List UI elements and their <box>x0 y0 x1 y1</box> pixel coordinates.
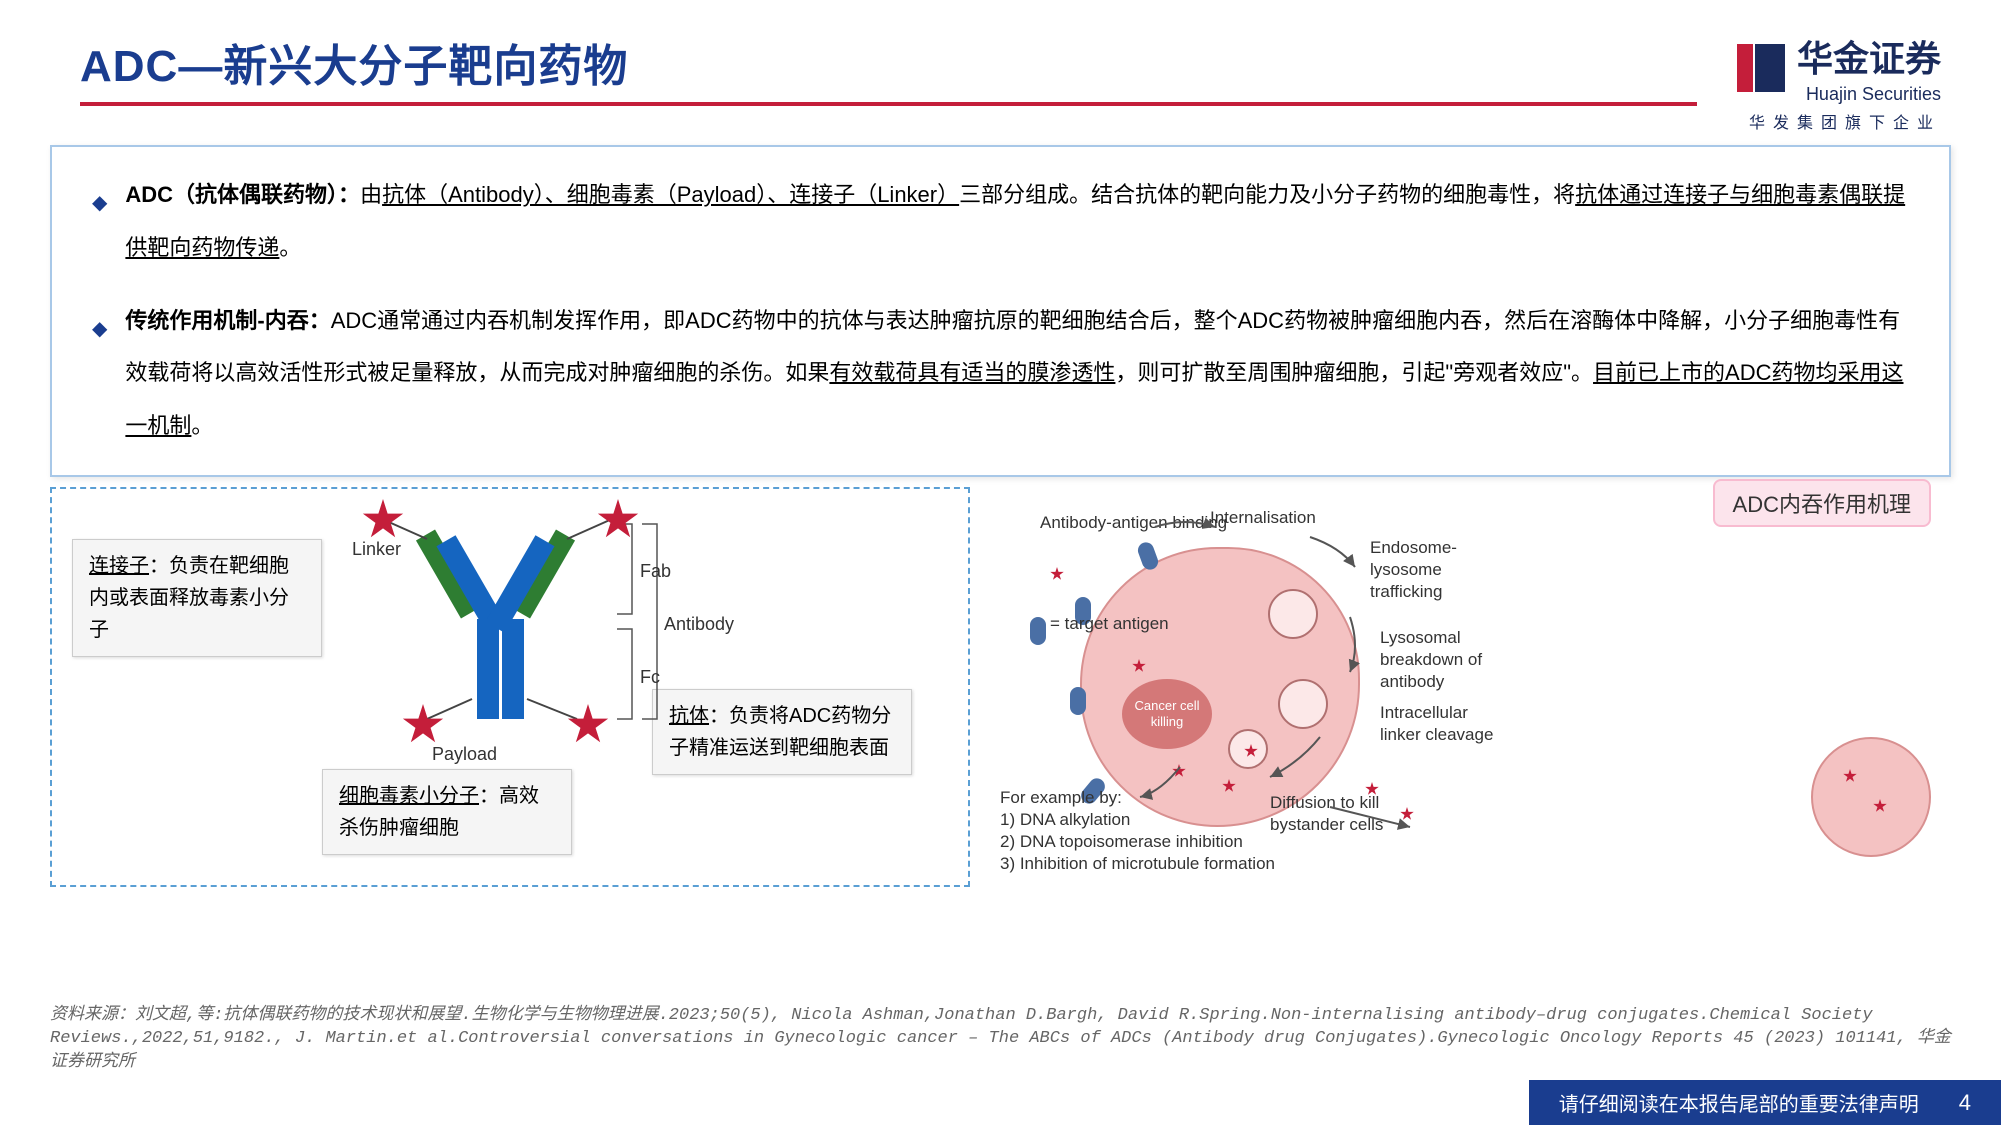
title-block: ADC—新兴大分子靶向药物 <box>80 30 1697 106</box>
label-diffusion: Diffusion to kill bystander cells <box>1270 792 1410 836</box>
cell-diagram: Cancer cell killing <box>1000 487 1951 887</box>
title-underline <box>80 102 1697 106</box>
diagrams-row: 连接子：负责在靶细胞内或表面释放毒素小分子 抗体：负责将ADC药物分子精准运送到… <box>50 487 1951 887</box>
label-example-2: 2) DNA topoisomerase inhibition <box>1000 831 1243 853</box>
bullet-2-text: 传统作用机制-内吞：ADC通常通过内吞机制发挥作用，即ADC药物中的抗体与表达肿… <box>125 295 1909 453</box>
label-example-1: 1) DNA alkylation <box>1000 809 1130 831</box>
lysosome-icon <box>1278 679 1328 729</box>
bystander-cell <box>1811 737 1931 857</box>
receptor-legend-icon <box>1030 617 1046 645</box>
cancer-cell: Cancer cell killing <box>1080 547 1360 827</box>
page-number: 4 <box>1959 1090 1971 1116</box>
diamond-bullet-icon: ◆ <box>92 305 107 353</box>
label-target-antigen: = target antigen <box>1050 613 1169 635</box>
slide-title: ADC—新兴大分子靶向药物 <box>80 30 1697 94</box>
label-fab: Fab <box>640 561 671 582</box>
bullet-2: ◆ 传统作用机制-内吞：ADC通常通过内吞机制发挥作用，即ADC药物中的抗体与表… <box>92 295 1909 453</box>
label-breakdown: Lysosomal breakdown of antibody <box>1380 627 1500 693</box>
label-cleavage: Intracellular linker cleavage <box>1380 702 1500 746</box>
label-example-3: 3) Inhibition of microtubule formation <box>1000 853 1275 875</box>
adc-structure-diagram: 连接子：负责在靶细胞内或表面释放毒素小分子 抗体：负责将ADC药物分子精准运送到… <box>50 487 970 887</box>
label-payload: Payload <box>432 744 497 765</box>
receptor-icon <box>1070 687 1086 715</box>
mechanism-diagram: ADC内吞作用机理 Cancer cell killing <box>1000 487 1951 887</box>
bullet-1-text: ADC（抗体偶联药物）：由抗体（Antibody）、细胞毒素（Payload）、… <box>125 169 1909 275</box>
label-binding: Antibody-antigen binding <box>1040 512 1227 534</box>
label-trafficking: Endosome-lysosome trafficking <box>1370 537 1490 603</box>
callout-antibody: 抗体：负责将ADC药物分子精准运送到靶细胞表面 <box>652 689 912 775</box>
logo-en: Huajin Securities <box>1797 84 1941 105</box>
endosome-icon <box>1268 589 1318 639</box>
diamond-bullet-icon: ◆ <box>92 179 107 227</box>
bullet-1: ◆ ADC（抗体偶联药物）：由抗体（Antibody）、细胞毒素（Payload… <box>92 169 1909 275</box>
label-antibody: Antibody <box>664 614 734 635</box>
logo-mark <box>1737 44 1785 92</box>
citation: 资料来源：刘文超,等:抗体偶联药物的技术现状和展望.生物化学与生物物理进展.20… <box>50 1004 1951 1075</box>
label-example-intro: For example by: <box>1000 787 1122 809</box>
label-internalisation: Internalisation <box>1210 507 1316 529</box>
label-fc: Fc <box>640 667 660 688</box>
label-linker: Linker <box>352 539 401 560</box>
content-box: ◆ ADC（抗体偶联药物）：由抗体（Antibody）、细胞毒素（Payload… <box>50 145 1951 477</box>
mechanism-title: ADC内吞作用机理 <box>1713 479 1931 527</box>
cell-killing-label: Cancer cell killing <box>1122 679 1212 749</box>
callout-linker: 连接子：负责在靶细胞内或表面释放毒素小分子 <box>72 539 322 657</box>
adc-schematic: Linker Fab Fc Antibody Payload <box>342 509 682 759</box>
footer-bar: 请仔细阅读在本报告尾部的重要法律声明 4 <box>1529 1080 2001 1125</box>
logo-cn: 华金证券 <box>1797 30 1941 82</box>
disclaimer: 请仔细阅读在本报告尾部的重要法律声明 <box>1559 1088 1919 1117</box>
callout-payload: 细胞毒素小分子：高效杀伤肿瘤细胞 <box>322 769 572 855</box>
slide-header: ADC—新兴大分子靶向药物 华金证券 Huajin Securities 华发集… <box>0 0 2001 133</box>
logo-sub: 华发集团旗下企业 <box>1737 109 1941 133</box>
logo-block: 华金证券 Huajin Securities 华发集团旗下企业 <box>1737 30 1941 133</box>
